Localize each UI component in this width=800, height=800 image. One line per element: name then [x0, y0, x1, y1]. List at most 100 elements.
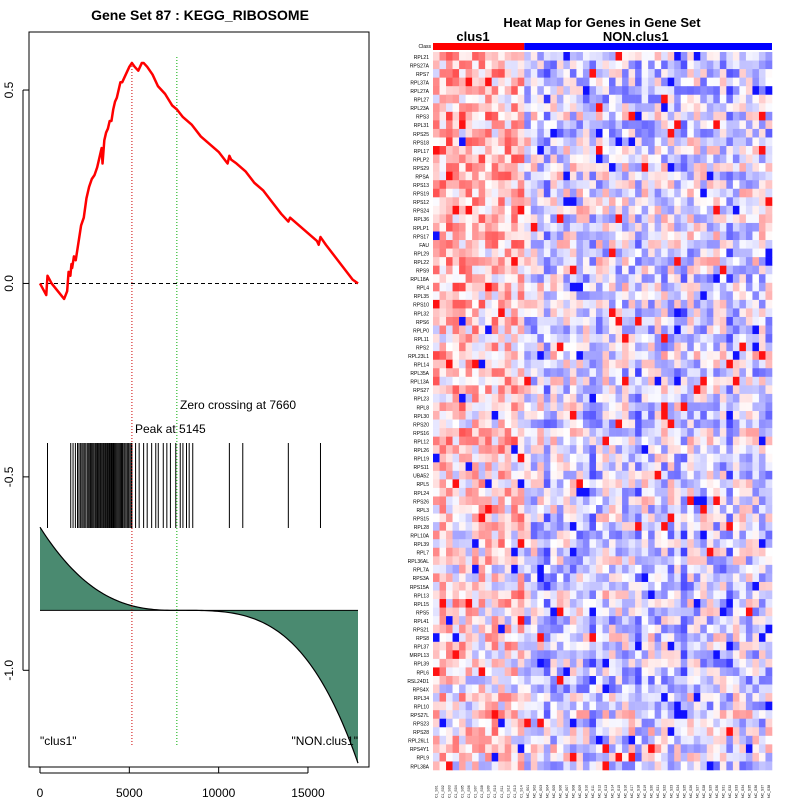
heatmap-cell [719, 205, 727, 215]
heatmap-cell [543, 222, 551, 232]
heatmap-cell [433, 428, 440, 437]
heatmap-cell [504, 701, 512, 711]
heatmap-cell [511, 316, 519, 326]
heatmap-cell [648, 684, 655, 694]
heatmap-cell [511, 624, 519, 634]
heatmap-cell [700, 69, 708, 78]
heatmap-cell [524, 710, 532, 720]
heatmap-cell [524, 111, 532, 121]
heatmap-cell [648, 316, 655, 326]
heatmap-cell [472, 573, 479, 583]
heatmap-cell [439, 274, 447, 284]
heatmap-cell [758, 761, 766, 771]
heatmap-cell [439, 146, 447, 155]
heatmap-cell [713, 188, 721, 198]
heatmap-cell [661, 393, 668, 403]
heatmap-cell [687, 761, 695, 771]
heatmap-cell [641, 146, 649, 155]
heatmap-cell [595, 710, 603, 720]
heatmap-cell [713, 530, 721, 540]
heatmap-cell [719, 735, 727, 745]
sample-label: NC_S06 [558, 785, 562, 798]
heatmap-cell [758, 710, 766, 720]
heatmap-cell [472, 274, 479, 284]
heatmap-cell [739, 530, 747, 540]
heatmap-cell [700, 624, 708, 634]
heatmap-cell [550, 94, 558, 104]
heatmap-cell [609, 590, 616, 600]
heatmap-cell [635, 171, 642, 181]
heatmap-cell [485, 650, 492, 660]
heatmap-cell [576, 368, 584, 378]
heatmap-cell [537, 231, 545, 241]
heatmap-cell [706, 342, 714, 352]
heatmap-cell [537, 419, 545, 429]
heatmap-cell [602, 496, 610, 506]
heatmap-cell [602, 351, 610, 361]
heatmap-cell [517, 547, 525, 557]
heatmap-cell [446, 188, 453, 198]
heatmap-cell [472, 616, 479, 625]
heatmap-cell [602, 274, 610, 284]
heatmap-cell [641, 291, 649, 301]
heatmap-cell [732, 470, 740, 480]
heatmap-cell [433, 334, 440, 343]
heatmap-cell [745, 633, 753, 643]
gene-label: RPL27A [410, 89, 429, 95]
heatmap-cell [609, 658, 616, 668]
heatmap-cell [648, 128, 655, 138]
heatmap-cell [615, 744, 623, 754]
heatmap-cell [654, 675, 662, 685]
heatmap-cell [589, 197, 597, 207]
heatmap-cell [635, 590, 642, 600]
heatmap-cell [693, 52, 701, 61]
heatmap-cell [459, 581, 466, 591]
heatmap-cell [569, 650, 577, 660]
heatmap-cell [582, 334, 590, 343]
gene-label: RPS10 [413, 303, 429, 309]
heatmap-cell [654, 564, 662, 574]
heatmap-cell [739, 265, 747, 275]
heatmap-cell [485, 718, 492, 728]
heatmap-cell [595, 539, 603, 549]
heatmap-cell [661, 368, 668, 378]
gene-label: RPL10A [410, 534, 429, 540]
heatmap-cell [765, 487, 773, 497]
heatmap-cell [485, 752, 492, 762]
heatmap-cell [576, 744, 584, 754]
heatmap-cell [615, 650, 623, 660]
heatmap-cell [641, 197, 649, 207]
heatmap-cell [563, 351, 571, 361]
heatmap-cell [446, 590, 453, 600]
heatmap-cell [732, 291, 740, 301]
heatmap-cell [609, 710, 616, 720]
heatmap-cell [459, 428, 466, 437]
heatmap-cell [589, 146, 597, 155]
heatmap-cell [459, 607, 466, 617]
heatmap-cell [680, 282, 688, 292]
heatmap-cell [465, 599, 473, 608]
heatmap-cell [563, 316, 571, 326]
heatmap-cell [543, 240, 551, 249]
heatmap-cell [752, 376, 760, 386]
heatmap-cell [595, 146, 603, 155]
heatmap-cell [517, 513, 525, 523]
heatmap-cell [622, 120, 629, 130]
heatmap-cell [739, 556, 747, 566]
heatmap-cell [504, 316, 512, 326]
heatmap-cell [713, 573, 721, 583]
heatmap-cell [478, 291, 486, 301]
heatmap-cell [543, 265, 551, 275]
heatmap-cell [732, 180, 740, 190]
heatmap-cell [485, 231, 492, 241]
heatmap-cell [459, 120, 466, 130]
heatmap-cell [478, 222, 486, 232]
heatmap-cell [543, 522, 551, 531]
heatmap-cell [641, 163, 649, 172]
heatmap-cell [472, 530, 479, 540]
heatmap-cell [452, 163, 460, 172]
heatmap-cell [452, 633, 460, 643]
heatmap-cell [674, 248, 682, 258]
heatmap-cell [615, 325, 623, 335]
gene-label: RPLP2 [413, 157, 429, 163]
